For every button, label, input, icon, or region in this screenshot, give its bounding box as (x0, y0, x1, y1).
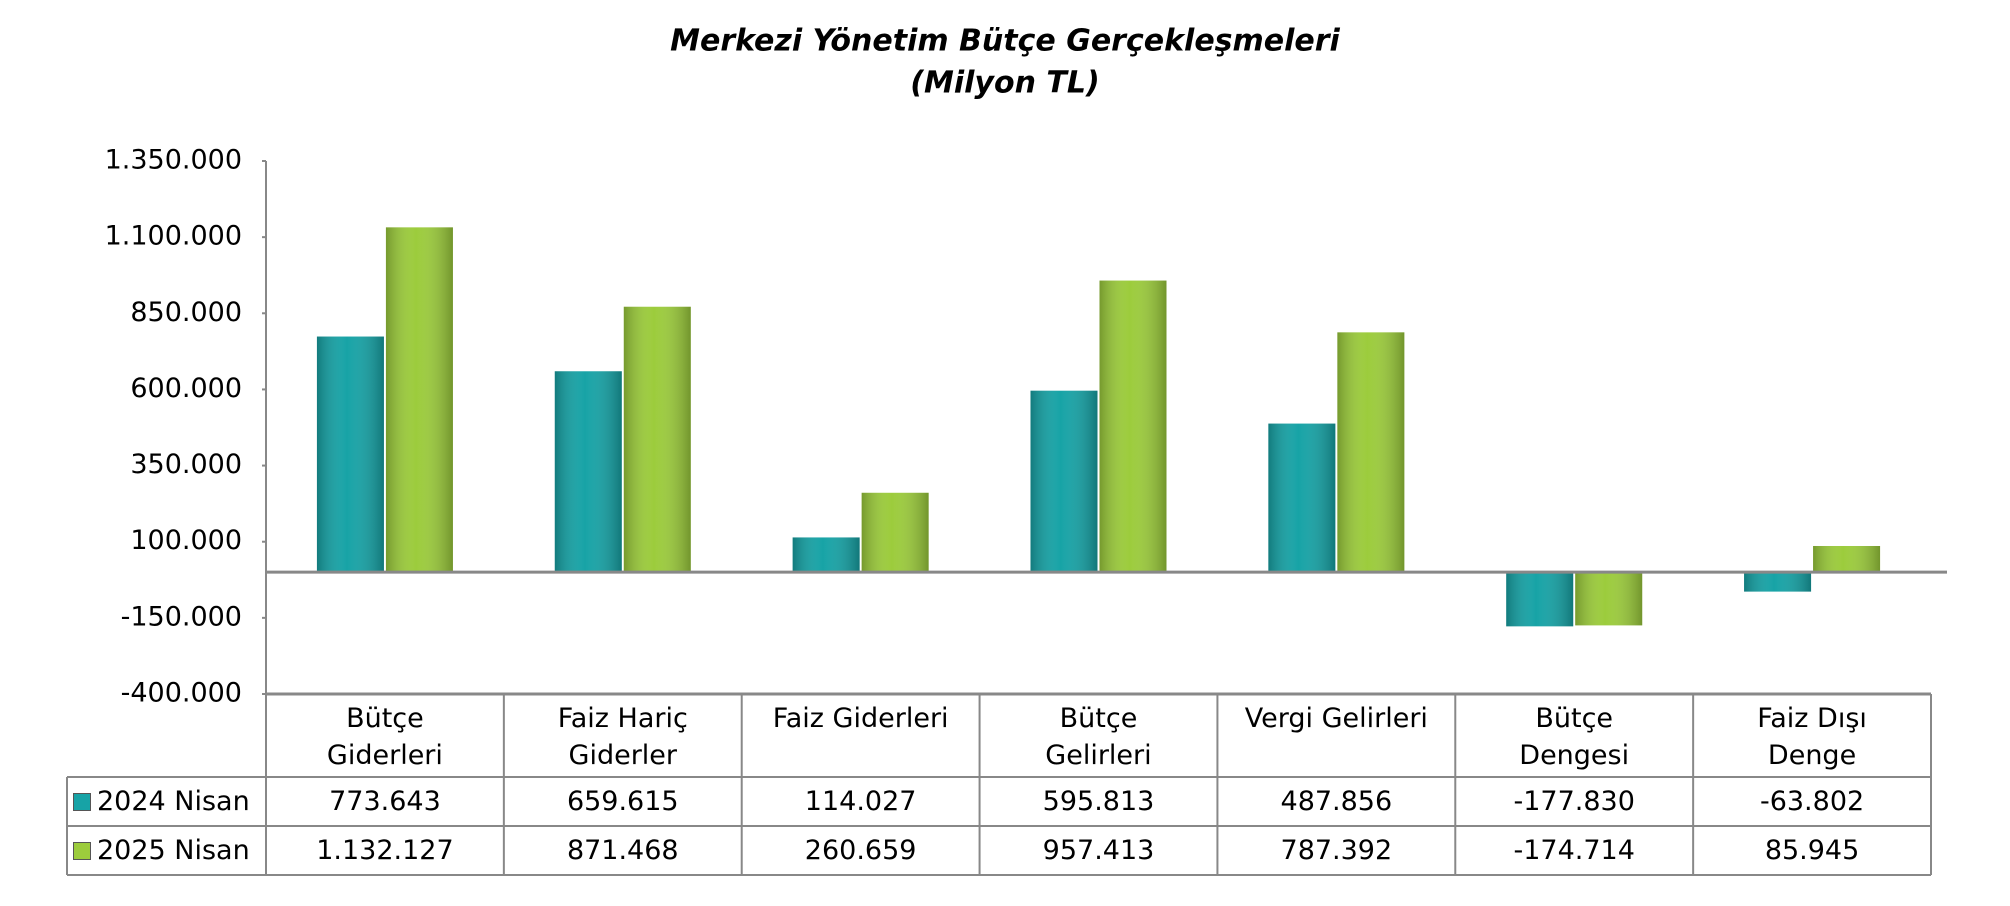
y-tick-label: 850.000 (130, 297, 242, 328)
data-label-text: 787.392 (1280, 835, 1393, 866)
data-label: 85.945 (1693, 826, 1931, 875)
data-label: 487.856 (1217, 777, 1455, 826)
bar-shade (792, 537, 860, 573)
x-tick-label-text: Bütçe Gelirleri (1045, 703, 1152, 771)
bar-shade (623, 306, 691, 573)
data-label: 114.027 (742, 777, 980, 826)
y-tick-label: -150.000 (121, 601, 242, 632)
y-tick-label: 600.000 (130, 373, 242, 404)
data-label-text: -177.830 (1513, 786, 1635, 817)
y-tick-label: 350.000 (130, 449, 242, 480)
data-label: 659.615 (504, 777, 742, 826)
bar-shade (1506, 572, 1574, 627)
data-label-text: 85.945 (1764, 835, 1860, 866)
x-tick-label: Bütçe Giderleri (266, 694, 504, 777)
legend-label: 2025 Nisan (97, 835, 250, 866)
bar-shade (1575, 572, 1643, 626)
data-label: 871.468 (504, 826, 742, 875)
bar-shade (1268, 423, 1336, 573)
data-label: 260.659 (742, 826, 980, 875)
data-label-text: -63.802 (1759, 786, 1865, 817)
x-tick-label-text: Vergi Gelirleri (1244, 703, 1428, 734)
data-label: 595.813 (980, 777, 1218, 826)
chart-subtitle: (Milyon TL) (910, 66, 1099, 101)
data-label: -63.802 (1693, 777, 1931, 826)
data-label-text: 957.413 (1042, 835, 1155, 866)
data-label-text: 595.813 (1042, 786, 1155, 817)
x-tick-label-text: Faiz Hariç Giderler (557, 703, 688, 771)
data-label-text: -174.714 (1513, 835, 1635, 866)
bar-shade (1813, 545, 1881, 573)
x-tick-label-text: Bütçe Giderleri (326, 703, 443, 771)
legend-item: 2025 Nisan (67, 826, 266, 875)
data-label-text: 659.615 (566, 786, 679, 817)
x-tick-label: Faiz Dışı Denge (1693, 694, 1931, 777)
data-label: 773.643 (266, 777, 504, 826)
chart-title: Merkezi Yönetim Bütçe Gerçekleşmeleri (670, 24, 1340, 59)
data-label-text: 487.856 (1280, 786, 1393, 817)
data-label: 1.132.127 (266, 826, 504, 875)
data-label: 787.392 (1217, 826, 1455, 875)
x-tick-label: Bütçe Dengesi (1455, 694, 1693, 777)
data-label: -174.714 (1455, 826, 1693, 875)
bar-shade (1099, 280, 1167, 573)
legend-swatch (73, 792, 91, 811)
data-label: -177.830 (1455, 777, 1693, 826)
data-label-text: 114.027 (804, 786, 917, 817)
y-tick-label: 1.100.000 (105, 221, 242, 252)
x-tick-label: Faiz Hariç Giderler (504, 694, 742, 777)
data-label-text: 773.643 (329, 786, 441, 817)
bar-shade (554, 371, 622, 573)
data-label-text: 260.659 (804, 835, 917, 866)
y-tick-label: 1.350.000 (105, 145, 242, 176)
bar-shade (1337, 332, 1405, 573)
y-tick-label: -400.000 (121, 678, 242, 709)
bar-shade (316, 336, 384, 573)
x-tick-label: Faiz Giderleri (742, 694, 980, 777)
legend-swatch (73, 841, 91, 860)
bar-shade (1030, 390, 1098, 573)
data-label-text: 871.468 (566, 835, 679, 866)
data-label: 957.413 (980, 826, 1218, 875)
legend-item: 2024 Nisan (67, 777, 266, 826)
legend-label: 2024 Nisan (97, 786, 250, 817)
x-tick-label-text: Faiz Dışı Denge (1757, 703, 1867, 771)
bar-shade (385, 227, 453, 573)
x-tick-label: Bütçe Gelirleri (980, 694, 1218, 777)
bar-shade (1744, 572, 1812, 592)
x-tick-label-text: Bütçe Dengesi (1519, 703, 1630, 771)
x-tick-label-text: Faiz Giderleri (772, 703, 949, 734)
bar-shade (861, 492, 929, 573)
y-tick-label: 100.000 (130, 525, 242, 556)
x-tick-label: Vergi Gelirleri (1217, 694, 1455, 777)
data-label-text: 1.132.127 (316, 835, 454, 866)
